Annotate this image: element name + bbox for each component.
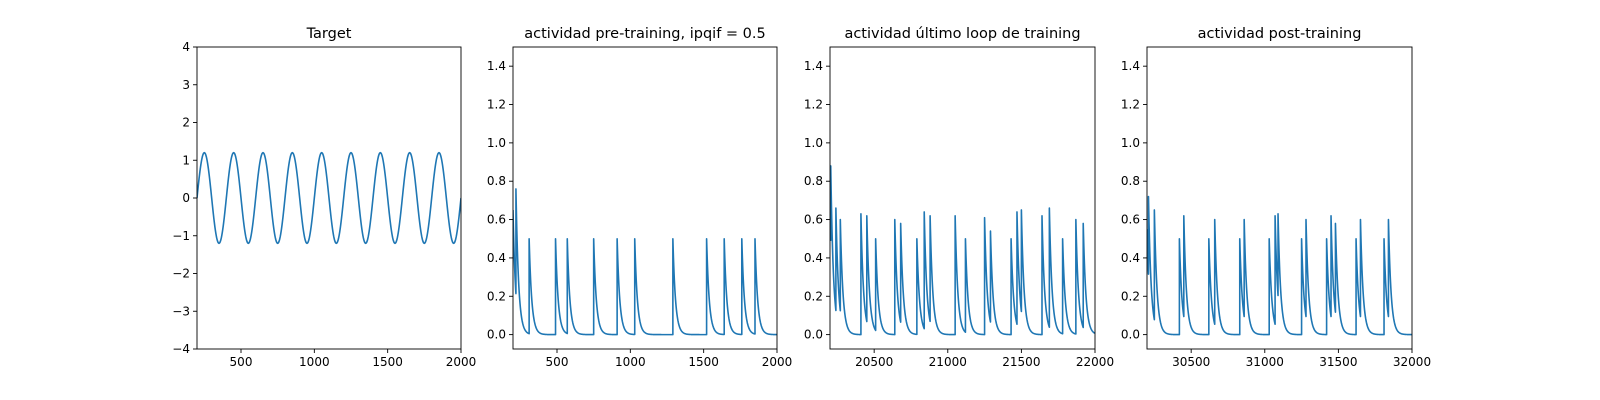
y-tick-label: 1.0 — [1121, 136, 1140, 150]
y-tick-label: −2 — [172, 267, 190, 281]
axes-frame — [1146, 46, 1413, 350]
y-tick-label: 1.2 — [804, 98, 823, 112]
y-tick-label: 1.0 — [487, 136, 506, 150]
x-tick-label: 500 — [546, 355, 569, 369]
y-tick-label: 0.0 — [487, 328, 506, 342]
y-tick-label: −1 — [172, 229, 190, 243]
x-tick-label: 500 — [230, 355, 253, 369]
x-tick-label: 1000 — [615, 355, 646, 369]
y-tick-label: 1.4 — [804, 59, 823, 73]
panel-2: 500 1000 1500 2000 0.0 0.2 0.4 0.6 0.8 1.0 1.2 1.4 a… — [487, 26, 792, 369]
y-tick-label: 0.0 — [804, 328, 823, 342]
panel-title: actividad pre-training, ipqif = 0.5 — [524, 26, 765, 42]
y-tick-label: 3 — [182, 78, 190, 92]
y-tick-label: 1.4 — [487, 59, 506, 73]
axes-frame — [829, 46, 1096, 350]
panel-title: Target — [306, 26, 352, 42]
x-tick-label: 30500 — [1172, 355, 1210, 369]
y-tick-label: 1.2 — [487, 98, 506, 112]
x-tick-label: 2000 — [446, 355, 477, 369]
y-tick-label: 0.2 — [487, 289, 506, 303]
y-tick-label: 0 — [182, 191, 190, 205]
y-tick-label: 0.6 — [487, 213, 506, 227]
y-tick-label: 2 — [182, 116, 190, 130]
y-tick-label: 0.0 — [1121, 328, 1140, 342]
series-line — [830, 165, 1095, 336]
x-tick-label: 2000 — [762, 355, 793, 369]
y-tick-label: 0.6 — [1121, 213, 1140, 227]
y-tick-label: 0.4 — [1121, 251, 1140, 265]
y-tick-label: 0.4 — [804, 251, 823, 265]
y-tick-label: 0.2 — [1121, 289, 1140, 303]
x-tick-label: 31000 — [1246, 355, 1284, 369]
series-line — [197, 151, 461, 245]
y-tick-label: 0.8 — [804, 174, 823, 188]
panel-4: 30500 31000 31500 32000 0.0 0.2 0.4 0.6 0.8 1.0 1.… — [1121, 26, 1431, 369]
y-tick-label: 0.8 — [1121, 174, 1140, 188]
y-tick-label: 0.8 — [487, 174, 506, 188]
x-tick-label: 31500 — [1319, 355, 1357, 369]
x-tick-label: 1000 — [299, 355, 330, 369]
y-tick-label: 0.6 — [804, 213, 823, 227]
axes-frame — [512, 46, 778, 350]
y-tick-label: 1 — [182, 153, 190, 167]
panel-title: actividad último loop de training — [844, 26, 1080, 42]
x-tick-label: 32000 — [1393, 355, 1431, 369]
y-tick-label: 1.0 — [804, 136, 823, 150]
x-tick-label: 1500 — [688, 355, 719, 369]
y-tick-label: −3 — [172, 304, 190, 318]
panel-title: actividad post-training — [1198, 26, 1362, 42]
y-tick-label: 1.2 — [1121, 98, 1140, 112]
y-tick-label: 0.2 — [804, 289, 823, 303]
panel-3: 20500 21000 21500 22000 0.0 0.2 0.4 0.6 0.8 1.0 1.… — [804, 26, 1114, 369]
y-tick-label: 4 — [182, 40, 190, 54]
x-tick-label: 22000 — [1076, 355, 1114, 369]
x-tick-label: 21000 — [929, 355, 967, 369]
panel-1: 500 1000 1500 2000 −4 −3 −2 −1 0 1 2 3 4 Target — [172, 26, 476, 369]
x-tick-label: 20500 — [855, 355, 893, 369]
y-tick-label: 0.4 — [487, 251, 506, 265]
series-line — [513, 188, 777, 336]
x-tick-label: 1500 — [372, 355, 403, 369]
x-tick-label: 21500 — [1002, 355, 1040, 369]
series-line — [1147, 195, 1412, 336]
y-tick-label: 1.4 — [1121, 59, 1140, 73]
y-tick-label: −4 — [172, 342, 190, 356]
